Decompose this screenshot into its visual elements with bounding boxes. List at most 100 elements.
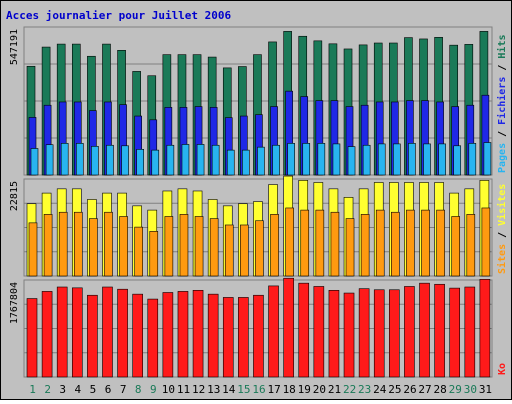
bar-sites-day-11 [179, 214, 189, 277]
bar-sites-day-30 [466, 214, 476, 277]
bar-ko-day-29 [449, 287, 461, 378]
bar-pages-day-19 [302, 143, 311, 176]
legend-top: Pages / Fichiers / Hits [496, 35, 508, 174]
bar-sites-day-9 [149, 231, 159, 277]
bar-sites-day-26 [406, 209, 415, 277]
panel-bottom: 1767804 Ko [9, 277, 508, 378]
legend-middle: Sites / Visites [496, 184, 508, 274]
bar-pages-day-24 [377, 143, 386, 176]
bar-sites-day-5 [89, 218, 98, 277]
ymax-label-middle: 22815 [9, 181, 20, 211]
bar-sites-day-13 [209, 218, 219, 277]
bar-sites-day-18 [285, 207, 294, 277]
x-tick-label-day-9: 9 [150, 383, 157, 396]
legend-item: Fichiers [496, 77, 508, 125]
bar-ko-day-19 [298, 282, 310, 378]
bar-pages-day-11 [181, 144, 190, 176]
x-tick-label-day-23: 23 [358, 383, 371, 396]
x-tick-label-day-10: 10 [162, 383, 175, 396]
bar-pages-day-6 [106, 144, 114, 176]
bar-ko-day-1 [26, 298, 38, 378]
bar-ko-day-15 [238, 297, 249, 378]
bar-ko-day-30 [464, 286, 476, 378]
bar-ko-day-24 [373, 289, 385, 378]
x-tick-label-day-1: 1 [29, 383, 36, 396]
bar-sites-day-25 [391, 211, 400, 277]
x-tick-label-day-18: 18 [283, 383, 296, 396]
x-tick-label-day-24: 24 [373, 383, 387, 396]
bar-pages-day-8 [136, 149, 144, 176]
bar-ko-day-21 [328, 289, 340, 378]
bar-ko-day-2 [41, 291, 53, 378]
bar-sites-day-12 [194, 216, 204, 277]
bar-pages-day-23 [362, 144, 371, 176]
bar-pages-day-13 [211, 144, 220, 176]
legend-item: / [497, 125, 508, 143]
x-tick-label-day-16: 16 [252, 383, 265, 396]
bar-ko-day-10 [162, 292, 174, 378]
bar-sites-day-22 [345, 218, 355, 277]
x-tick-label-day-12: 12 [192, 383, 205, 396]
bar-sites-day-2 [43, 214, 53, 277]
legend-item: Sites [496, 244, 508, 274]
legend-item: Pages [497, 143, 508, 173]
bar-ko-day-28 [434, 283, 445, 378]
x-tick-label-day-28: 28 [434, 383, 447, 396]
bar-pages-day-1 [30, 148, 39, 176]
bar-ko-day-17 [268, 285, 279, 378]
x-tick-label-day-7: 7 [120, 383, 127, 396]
bar-pages-day-29 [453, 145, 462, 176]
bar-ko-day-18 [283, 277, 294, 378]
bar-ko-day-11 [177, 291, 189, 378]
bar-pages-day-16 [257, 146, 265, 176]
bar-sites-day-28 [436, 209, 445, 277]
x-tick-label-day-30: 30 [464, 383, 477, 396]
panels-layer: 547191 Pages / Fichiers / Hits 22815 Sites … [9, 26, 508, 378]
bar-ko-day-13 [207, 293, 219, 378]
bar-pages-day-3 [60, 143, 69, 176]
x-tick-label-day-19: 19 [298, 383, 311, 396]
x-tick-label-day-29: 29 [449, 383, 462, 396]
bar-sites-day-6 [104, 211, 113, 277]
x-tick-label-day-2: 2 [44, 383, 51, 396]
bar-pages-day-28 [438, 143, 446, 176]
bar-sites-day-27 [421, 209, 430, 277]
bar-sites-day-7 [119, 216, 128, 277]
x-tick-label-day-15: 15 [237, 383, 250, 396]
bar-sites-day-10 [164, 216, 174, 277]
x-tick-label-day-31: 31 [479, 383, 492, 396]
chart-title: Acces journalier pour Juillet 2006 [6, 9, 232, 22]
bar-pages-day-30 [468, 143, 477, 176]
panel-top: 547191 Pages / Fichiers / Hits [9, 26, 508, 176]
bar-sites-day-21 [330, 211, 340, 277]
bar-ko-day-6 [102, 286, 113, 378]
bar-sites-day-31 [481, 207, 491, 277]
bar-ko-day-26 [404, 286, 415, 378]
bar-ko-day-8 [132, 293, 143, 378]
bar-pages-day-15 [242, 149, 250, 176]
ymax-label-top: 547191 [9, 29, 20, 65]
bar-sites-day-19 [300, 209, 310, 277]
x-tick-label-day-14: 14 [222, 383, 236, 396]
bar-ko-day-14 [222, 297, 234, 378]
x-tick-label-day-25: 25 [388, 383, 401, 396]
legend-item: Visites [496, 184, 508, 226]
x-tick-label-day-13: 13 [207, 383, 220, 396]
bar-pages-day-7 [121, 145, 129, 176]
bar-ko-day-12 [192, 289, 204, 378]
x-tick-label-day-21: 21 [328, 383, 341, 396]
panel-middle: 22815 Sites / Visites [9, 175, 508, 277]
x-tick-label-day-20: 20 [313, 383, 326, 396]
bar-sites-day-16 [255, 220, 264, 277]
bar-sites-day-24 [375, 209, 385, 277]
bar-pages-day-18 [287, 143, 295, 176]
bar-ko-day-4 [71, 287, 83, 378]
bar-ko-day-22 [343, 292, 355, 378]
x-tick-label-day-26: 26 [403, 383, 416, 396]
bar-ko-day-23 [358, 288, 370, 378]
bar-pages-day-14 [226, 149, 235, 176]
bar-sites-day-23 [360, 214, 370, 277]
x-axis-labels: 1 2 3 4 5 6 7 8 9 10 11 12 13 14 15 16 17 18 19 20 21 22 23 24 2… [29, 383, 492, 396]
bar-ko-day-5 [87, 294, 98, 378]
bar-sites-day-15 [240, 224, 249, 277]
